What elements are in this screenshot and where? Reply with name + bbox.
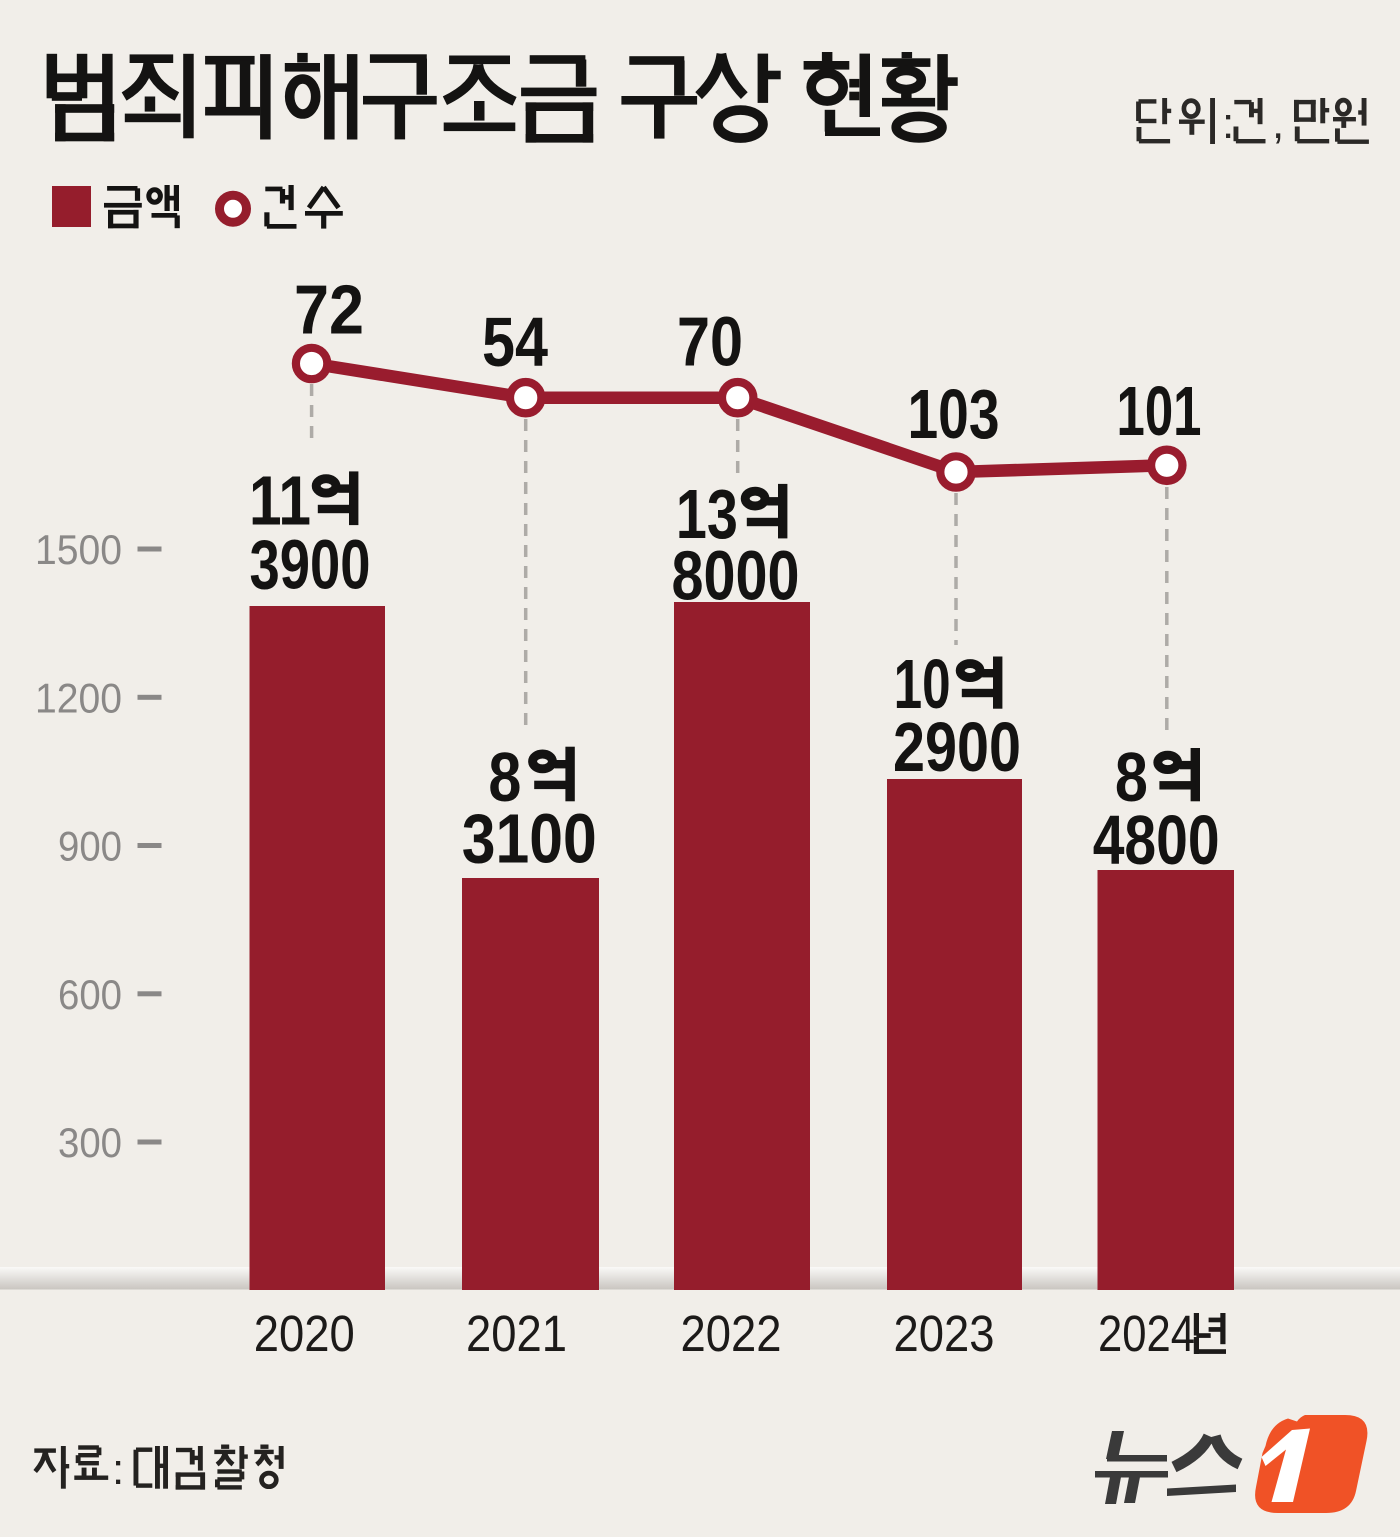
svg-text:3100: 3100 <box>462 800 597 878</box>
svg-text:8: 8 <box>1115 738 1148 816</box>
svg-text:8000: 8000 <box>672 537 800 615</box>
svg-text::: : <box>112 1445 124 1494</box>
svg-text:10: 10 <box>894 645 951 723</box>
svg-text:2900: 2900 <box>893 708 1021 786</box>
svg-text:54: 54 <box>482 303 548 381</box>
svg-text:2023: 2023 <box>894 1305 995 1362</box>
svg-text:72: 72 <box>294 271 364 349</box>
svg-text:2021: 2021 <box>466 1305 567 1362</box>
svg-text:900: 900 <box>58 823 122 870</box>
svg-text:1500: 1500 <box>35 526 122 573</box>
svg-text:103: 103 <box>908 375 1000 453</box>
svg-text:600: 600 <box>58 971 122 1018</box>
svg-text:70: 70 <box>677 302 743 380</box>
svg-text:,: , <box>1272 99 1284 148</box>
svg-text:13: 13 <box>676 475 738 553</box>
svg-text:2024: 2024 <box>1098 1305 1195 1362</box>
svg-text:11: 11 <box>249 462 311 540</box>
svg-text:8: 8 <box>488 738 521 816</box>
svg-text::: : <box>1222 99 1234 148</box>
svg-text:101: 101 <box>1117 372 1202 450</box>
svg-text:3900: 3900 <box>250 525 371 603</box>
svg-text:1200: 1200 <box>35 674 122 721</box>
svg-text:4800: 4800 <box>1093 801 1220 879</box>
svg-text:300: 300 <box>58 1119 122 1166</box>
svg-text:2022: 2022 <box>681 1305 782 1362</box>
svg-text:2020: 2020 <box>254 1305 355 1362</box>
